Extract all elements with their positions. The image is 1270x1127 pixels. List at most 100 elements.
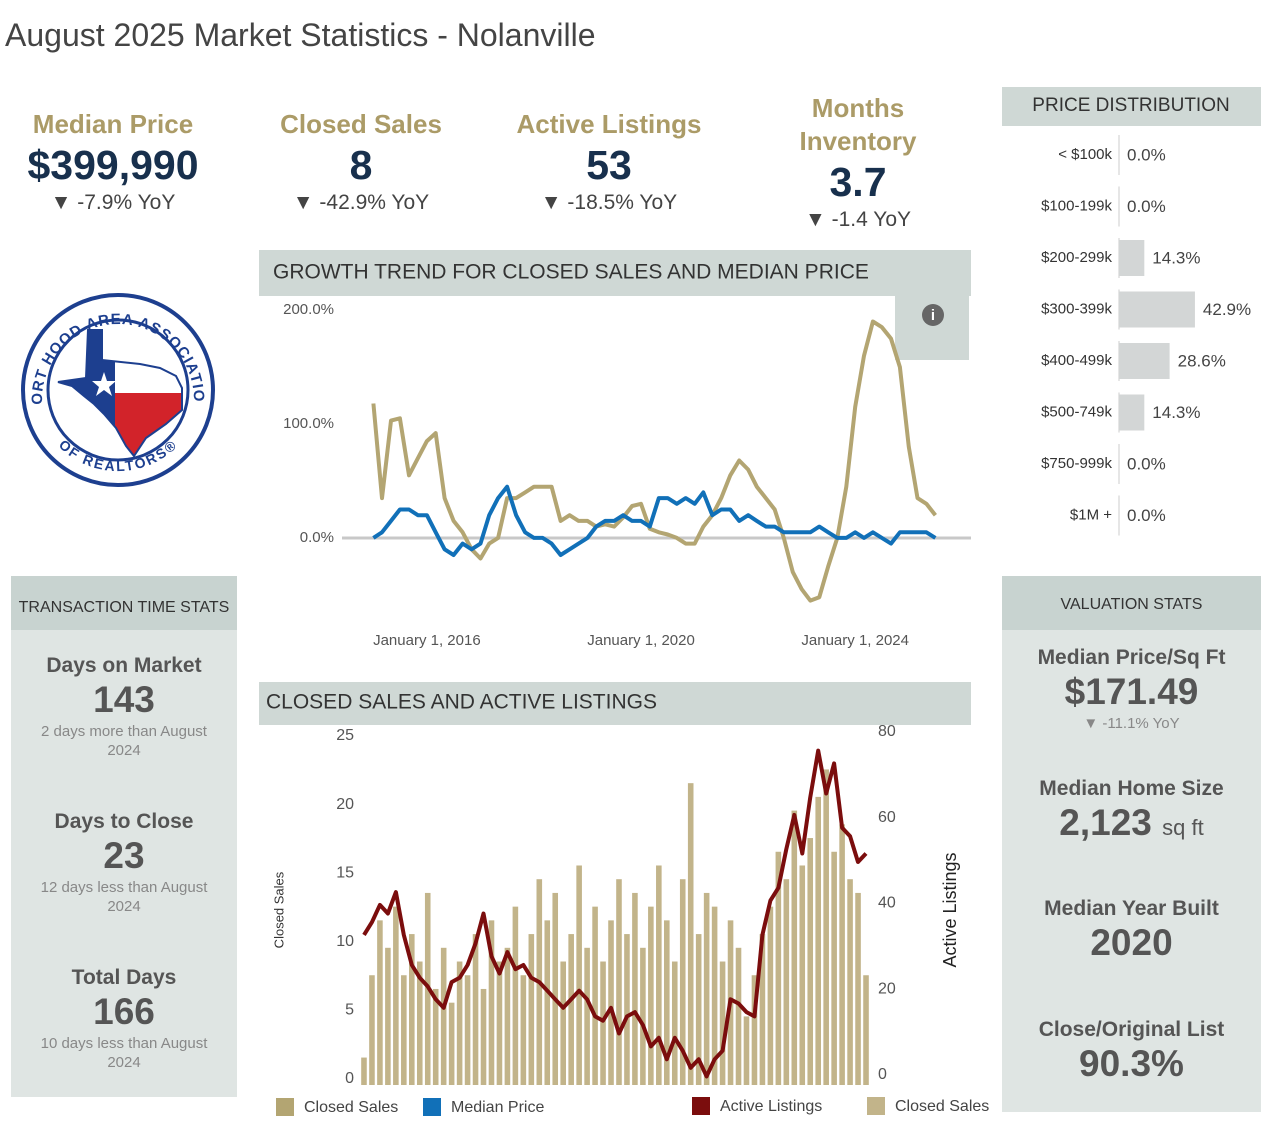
stat-value: 23 <box>103 835 145 876</box>
kpi-value: 8 <box>349 142 373 188</box>
value-label: 14.3% <box>1152 248 1200 267</box>
bar <box>703 892 710 1085</box>
kpi-value: 3.7 <box>829 159 887 205</box>
y2-tick-label: 0 <box>878 1066 887 1083</box>
bar <box>568 934 574 1085</box>
panel-title: VALUATION STATS <box>1002 576 1261 630</box>
kpi-label: Months Inventory <box>799 93 917 156</box>
bar <box>416 961 423 1085</box>
category-label: $400-499k <box>1041 352 1112 369</box>
kpi-value: $399,990 <box>27 142 199 188</box>
bar <box>401 975 407 1085</box>
value-label: 0.0% <box>1127 454 1166 473</box>
legend-label: Closed Sales <box>895 1098 989 1115</box>
stat-label: Median Price/Sq Ft <box>1037 646 1226 669</box>
bar <box>807 838 814 1085</box>
y2-axis-label: Active Listings <box>940 852 960 967</box>
kpi-change: ▼ -7.9% YoY <box>50 191 176 214</box>
kpi: Closed Sales 8 ▼ -42.9% YoY <box>261 108 461 217</box>
bar <box>512 906 519 1085</box>
stat-label: Days on Market <box>46 654 202 677</box>
x-tick-label: January 1, 2020 <box>587 632 695 649</box>
stat: Median Price/Sq Ft $171.49 ▼ -11.1% YoY <box>1002 646 1261 733</box>
bar <box>552 892 559 1085</box>
y-tick-label: 10 <box>336 933 354 950</box>
bar <box>687 783 694 1085</box>
y-tick-label: 20 <box>336 796 354 813</box>
bar <box>592 906 598 1085</box>
bar <box>711 906 718 1085</box>
bar <box>1119 394 1145 431</box>
info-icon[interactable] <box>922 304 944 326</box>
stat-value: 166 <box>93 991 155 1032</box>
legend-label: Closed Sales <box>304 1099 398 1116</box>
bar <box>1119 343 1170 379</box>
page-title: August 2025 Market Statistics - Nolanvil… <box>5 17 596 53</box>
x-tick-label: January 1, 2024 <box>801 632 909 649</box>
bar <box>624 934 630 1085</box>
value-label: 0.0% <box>1127 145 1166 164</box>
bar <box>409 934 415 1085</box>
chart-header <box>259 250 971 296</box>
bar <box>480 988 487 1085</box>
bar <box>600 961 606 1085</box>
stat-label: Total Days <box>71 966 177 989</box>
bar <box>735 947 742 1085</box>
kpi: Active Listings 53 ▼ -18.5% YoY <box>494 108 724 217</box>
kpi-value: 53 <box>586 142 632 188</box>
x-tick-label: January 1, 2016 <box>373 632 481 649</box>
bar <box>361 1057 367 1085</box>
bar <box>791 810 798 1085</box>
y-tick-label: 15 <box>336 864 354 881</box>
stat-value-group: 2,123 sq ft <box>1002 801 1261 850</box>
value-label: 0.0% <box>1127 506 1166 525</box>
stat-note: 10 days less than August 2024 <box>40 1035 208 1071</box>
bar <box>815 796 821 1085</box>
bar <box>831 851 837 1085</box>
bar <box>847 879 853 1085</box>
series-line <box>362 748 868 1079</box>
legend-swatch <box>867 1097 885 1115</box>
category-label: $1M + <box>1070 506 1112 523</box>
stat-label: Median Home Size <box>1039 777 1224 800</box>
value-label: 42.9% <box>1203 300 1251 319</box>
kpi: Months Inventory 3.7 ▼ -1.4 YoY <box>783 92 933 234</box>
bar <box>679 879 686 1085</box>
chart-title: CLOSED SALES AND ACTIVE LISTINGS <box>266 691 657 714</box>
bar <box>783 879 790 1085</box>
stat: Days to Close 23 12 days less than Augus… <box>11 810 237 916</box>
category-label: $300-399k <box>1041 300 1112 317</box>
logo: FORT HOOD AREA ASSOCIATION OF REALTORS® <box>0 0 215 487</box>
bar <box>863 975 869 1085</box>
bar <box>432 988 439 1085</box>
stat: Total Days 166 10 days less than August … <box>11 966 237 1072</box>
stat: Median Home Size 2,123 sq ft <box>1002 777 1261 850</box>
bar <box>695 934 702 1085</box>
legend-swatch <box>423 1098 441 1116</box>
value-label: 0.0% <box>1127 197 1166 216</box>
star <box>92 372 116 396</box>
kpi-label: Closed Sales <box>280 109 442 139</box>
y2-tick-label: 40 <box>878 895 896 912</box>
bar <box>456 961 463 1085</box>
bar <box>544 920 551 1085</box>
kpi-label: Active Listings <box>516 109 702 139</box>
y-tick-label: 25 <box>336 727 354 744</box>
legend-swatch <box>692 1097 710 1115</box>
category-label: $200-299k <box>1041 249 1112 266</box>
y-tick-label: 5 <box>345 1002 354 1019</box>
stat-label: Median Year Built <box>1044 897 1219 920</box>
chart-title: GROWTH TREND FOR CLOSED SALES AND MEDIAN… <box>273 261 869 284</box>
y2-tick-label: 80 <box>878 723 896 740</box>
bar <box>504 947 511 1085</box>
y-tick-label: 100.0% <box>283 415 334 432</box>
value-label: 28.6% <box>1178 351 1226 370</box>
stat-label: Close/Original List <box>1038 1018 1225 1041</box>
bar <box>369 975 375 1085</box>
bar <box>1119 240 1145 276</box>
bar <box>640 947 646 1085</box>
stat-unit: sq ft <box>1162 815 1204 840</box>
bar <box>393 906 399 1085</box>
kpi-change: ▼ -18.5% YoY <box>540 191 678 214</box>
